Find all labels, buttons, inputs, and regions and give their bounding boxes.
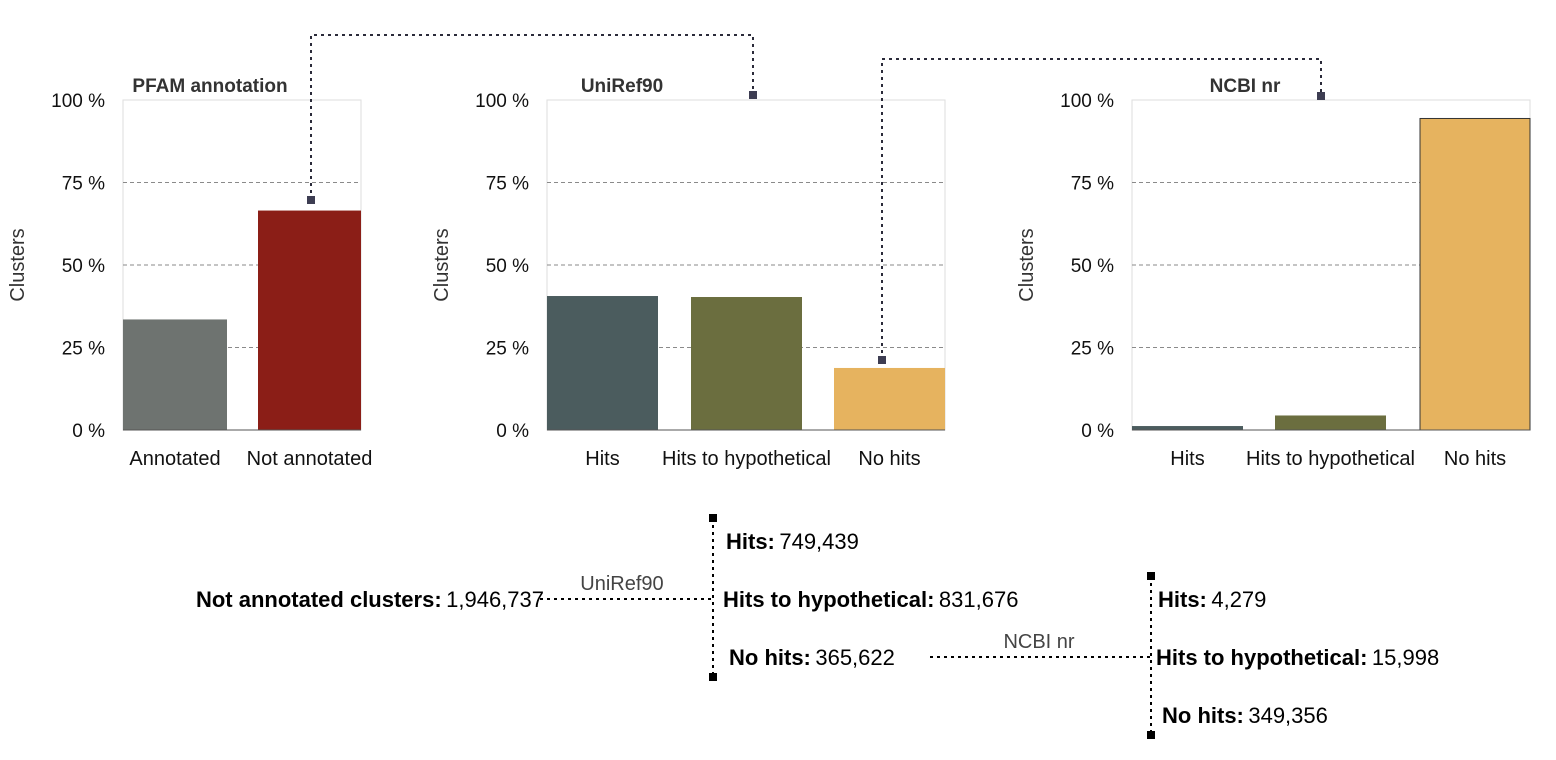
x-tick-label: Hits to hypothetical xyxy=(662,448,831,470)
bar-no-hits xyxy=(1419,117,1531,431)
flow-ncbi-hypothetical: Hits to hypothetical: 15,998 xyxy=(1156,645,1439,670)
flow-uniref-hits-label: Hits: xyxy=(726,529,775,554)
bar-hits-to-hypothetical xyxy=(691,297,802,430)
y-axis-label: Clusters xyxy=(1016,228,1038,301)
flow-uniref-nohits-value: 365,622 xyxy=(815,645,895,670)
flow-uniref-hypothetical-label: Hits to hypothetical: xyxy=(723,587,934,612)
y-tick-label: 0 % xyxy=(496,421,529,442)
flow-ncbi-hypothetical-value: 15,998 xyxy=(1372,645,1439,670)
x-tick-label: No hits xyxy=(1444,448,1506,470)
flow-root-value: 1,946,737 xyxy=(446,587,544,612)
bar-not-annotated xyxy=(258,210,361,430)
y-tick-label: 75 % xyxy=(486,174,529,195)
y-tick-label: 75 % xyxy=(1071,174,1114,195)
connector-pfam-to-uniref90 xyxy=(310,34,754,200)
flow-root-label: Not annotated clusters: xyxy=(196,587,442,612)
y-tick-label: 75 % xyxy=(62,174,105,195)
bar-hits xyxy=(547,296,658,430)
flow-ncbi-nohits: No hits: 349,356 xyxy=(1162,703,1328,728)
flow-uniref-nohits-label: No hits: xyxy=(729,645,811,670)
flow-root: Not annotated clusters: 1,946,737 xyxy=(196,587,544,612)
flow-uniref-hypothetical: Hits to hypothetical: 831,676 xyxy=(723,587,1018,612)
y-tick-label: 25 % xyxy=(1071,339,1114,360)
chart-title: PFAM annotation xyxy=(132,76,287,97)
x-tick-label: Hits xyxy=(585,448,619,470)
flow-edge-label-ncbi: NCBI nr xyxy=(1003,631,1074,653)
connector-markers xyxy=(307,91,1325,364)
y-axis-label: Clusters xyxy=(7,228,29,301)
flow-uniref-nohits: No hits: 365,622 xyxy=(729,645,895,670)
x-tick-label: Annotated xyxy=(129,448,220,470)
bar-charts: 0 % 25 % 50 % 75 % 100 % Annotated Not annotat… xyxy=(7,76,1531,470)
y-tick-label: 0 % xyxy=(1081,421,1114,442)
bracket-cap xyxy=(1147,572,1155,580)
connector-marker xyxy=(307,196,315,204)
flow-ncbi-hits-value: 4,279 xyxy=(1211,587,1266,612)
connector-marker xyxy=(1317,92,1325,100)
flow-ncbi-hits: Hits: 4,279 xyxy=(1158,587,1266,612)
chart-panel-1: 0 % 25 % 50 % 75 % 100 % Hits Hits to hypothet… xyxy=(431,76,946,470)
y-tick-label: 100 % xyxy=(51,91,105,112)
chart-panel-0: 0 % 25 % 50 % 75 % 100 % Annotated Not annotat… xyxy=(7,76,372,470)
chart-connectors xyxy=(310,34,1322,360)
flow-edge-label-uniref90: UniRef90 xyxy=(580,573,663,595)
x-tick-label: No hits xyxy=(858,448,920,470)
flow-uniref-hits: Hits: 749,439 xyxy=(726,529,859,554)
connector-nohits-to-ncbi xyxy=(881,58,1322,360)
connector-marker xyxy=(878,356,886,364)
bracket-cap xyxy=(709,673,717,681)
x-tick-label: Hits xyxy=(1170,448,1204,470)
flow-uniref-hits-value: 749,439 xyxy=(779,529,859,554)
y-tick-label: 50 % xyxy=(1071,256,1114,277)
flow-ncbi-hypothetical-label: Hits to hypothetical: xyxy=(1156,645,1367,670)
flow-ncbi-nohits-value: 349,356 xyxy=(1248,703,1328,728)
bracket-cap xyxy=(1147,731,1155,739)
bar-hits-to-hypothetical xyxy=(1275,415,1386,430)
chart-title: UniRef90 xyxy=(581,76,663,97)
y-tick-label: 100 % xyxy=(475,91,529,112)
connector-marker xyxy=(749,91,757,99)
x-tick-label: Hits to hypothetical xyxy=(1246,448,1415,470)
y-tick-label: 0 % xyxy=(72,421,105,442)
flow-diagram: UniRef90 NCBI nr Not annotated clusters:… xyxy=(196,514,1439,739)
chart-title: NCBI nr xyxy=(1210,76,1281,97)
bar-annotated xyxy=(123,319,227,430)
flow-ncbi-hits-label: Hits: xyxy=(1158,587,1207,612)
y-axis-label: Clusters xyxy=(431,228,453,301)
y-tick-label: 50 % xyxy=(486,256,529,277)
y-tick-label: 50 % xyxy=(62,256,105,277)
bracket-cap xyxy=(709,514,717,522)
y-tick-label: 100 % xyxy=(1060,91,1114,112)
y-tick-label: 25 % xyxy=(486,339,529,360)
chart-panel-2: 0 % 25 % 50 % 75 % 100 % Hits Hits to hypothet… xyxy=(1016,76,1531,470)
y-tick-label: 25 % xyxy=(62,339,105,360)
flow-ncbi-nohits-label: No hits: xyxy=(1162,703,1244,728)
flow-uniref-hypothetical-value: 831,676 xyxy=(939,587,1019,612)
x-tick-label: Not annotated xyxy=(247,448,373,470)
bar-no-hits xyxy=(834,367,945,430)
bar-hits xyxy=(1132,426,1243,430)
